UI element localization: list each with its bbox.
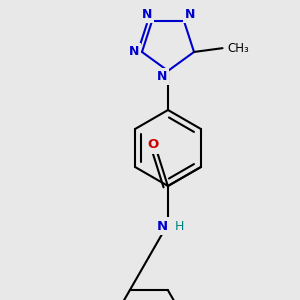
Text: N: N: [156, 220, 167, 232]
Text: N: N: [185, 8, 195, 21]
Text: N: N: [142, 8, 152, 21]
Text: O: O: [148, 138, 159, 152]
Text: CH₃: CH₃: [227, 42, 249, 55]
Text: N: N: [157, 70, 167, 83]
Text: H: H: [175, 220, 184, 232]
Text: N: N: [129, 46, 139, 59]
